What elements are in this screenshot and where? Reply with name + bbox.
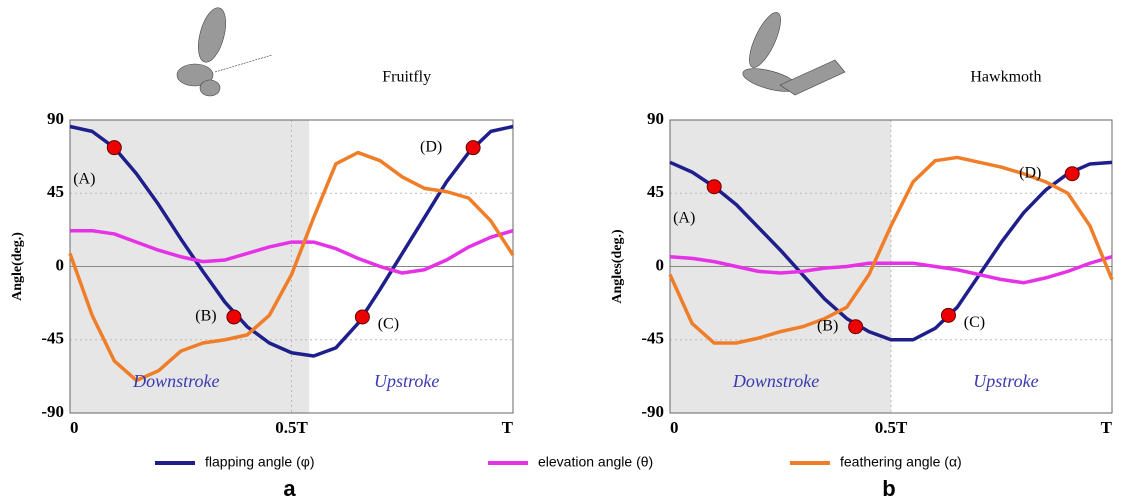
point-label: (D)	[420, 138, 442, 155]
point-label: (B)	[817, 317, 838, 334]
marker-point	[1065, 167, 1079, 181]
y-tick-label: -90	[641, 402, 664, 421]
x-tick-label: 0	[70, 418, 79, 437]
y-tick-label: 45	[647, 182, 664, 201]
x-tick-label: T	[502, 418, 514, 437]
stroke-annotation: Upstroke	[374, 371, 439, 391]
y-tick-label: 0	[56, 255, 65, 274]
panel-label: b	[882, 476, 895, 501]
legend-label: flapping angle (φ)	[205, 454, 314, 470]
point-label: (A)	[73, 170, 95, 187]
hawkmoth-icon	[741, 9, 845, 96]
marker-point	[355, 310, 369, 324]
y-axis-label: Angles(deg.)	[610, 229, 625, 304]
x-tick-label: 0	[670, 418, 679, 437]
y-tick-label: 90	[647, 109, 664, 128]
fruitfly-icon	[177, 5, 272, 96]
y-tick-label: -45	[41, 329, 64, 348]
legend-label: feathering angle (α)	[840, 454, 962, 470]
marker-point	[849, 320, 863, 334]
y-tick-label: 90	[47, 109, 64, 128]
point-label: (C)	[378, 316, 399, 333]
x-tick-label: 0.5T	[875, 418, 908, 437]
chart-title: Fruitfly	[382, 69, 431, 86]
marker-point	[227, 310, 241, 324]
marker-point	[466, 141, 480, 155]
y-axis-label: Angle(deg.)	[10, 232, 25, 301]
stroke-annotation: Upstroke	[973, 371, 1038, 391]
y-tick-label: -45	[641, 329, 664, 348]
x-tick-label: 0.5T	[275, 418, 308, 437]
legend-label: elevation angle (θ)	[538, 454, 653, 470]
y-tick-label: -90	[41, 402, 64, 421]
point-label: (D)	[1019, 164, 1041, 181]
point-label: (C)	[964, 314, 985, 331]
panel-label: a	[283, 476, 296, 501]
figure: -90 -45 0 45 90 0 0.5T T (A) (B) (C) (D) Downstroke U…	[0, 0, 1122, 504]
y-tick-label: 0	[656, 255, 665, 274]
stroke-annotation: Downstroke	[732, 371, 819, 391]
marker-point	[107, 141, 121, 155]
stroke-annotation: Downstroke	[132, 371, 219, 391]
point-label: (B)	[195, 308, 216, 325]
point-label: (A)	[673, 209, 695, 226]
x-tick-label: T	[1101, 418, 1113, 437]
marker-point	[941, 308, 955, 322]
y-tick-label: 45	[47, 182, 64, 201]
marker-point	[707, 180, 721, 194]
chart-title: Hawkmoth	[970, 69, 1041, 86]
